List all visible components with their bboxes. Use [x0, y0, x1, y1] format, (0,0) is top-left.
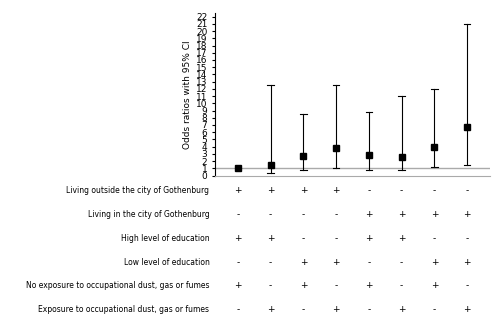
Text: -: -: [269, 258, 272, 267]
Text: +: +: [332, 186, 340, 195]
Text: +: +: [267, 305, 274, 314]
Text: -: -: [334, 234, 338, 243]
Text: +: +: [464, 258, 471, 267]
Text: -: -: [400, 186, 403, 195]
Text: +: +: [430, 210, 438, 219]
Text: +: +: [430, 258, 438, 267]
Text: -: -: [236, 258, 240, 267]
Text: No exposure to occupational dust, gas or fumes: No exposure to occupational dust, gas or…: [26, 281, 210, 291]
Text: -: -: [400, 258, 403, 267]
Text: -: -: [432, 305, 436, 314]
Text: +: +: [300, 281, 307, 291]
Text: +: +: [300, 186, 307, 195]
Text: +: +: [398, 210, 406, 219]
Text: +: +: [234, 186, 241, 195]
Y-axis label: Odds ratios with 95% CI: Odds ratios with 95% CI: [182, 40, 192, 149]
Text: +: +: [464, 210, 471, 219]
Text: Exposure to occupational dust, gas or fumes: Exposure to occupational dust, gas or fu…: [38, 305, 209, 314]
Text: -: -: [334, 281, 338, 291]
Text: -: -: [302, 210, 305, 219]
Text: -: -: [367, 305, 370, 314]
Text: +: +: [332, 258, 340, 267]
Text: -: -: [400, 281, 403, 291]
Text: Low level of education: Low level of education: [124, 258, 210, 267]
Text: -: -: [466, 186, 468, 195]
Text: -: -: [367, 258, 370, 267]
Text: -: -: [236, 305, 240, 314]
Text: -: -: [302, 234, 305, 243]
Text: Living outside the city of Gothenburg: Living outside the city of Gothenburg: [66, 186, 210, 195]
Text: +: +: [398, 234, 406, 243]
Text: -: -: [466, 281, 468, 291]
Text: +: +: [464, 305, 471, 314]
Text: -: -: [302, 305, 305, 314]
Text: +: +: [300, 258, 307, 267]
Text: -: -: [334, 210, 338, 219]
Text: +: +: [365, 281, 372, 291]
Text: +: +: [398, 305, 406, 314]
Text: +: +: [332, 305, 340, 314]
Text: High level of education: High level of education: [121, 234, 210, 243]
Text: +: +: [267, 186, 274, 195]
Text: -: -: [367, 186, 370, 195]
Text: +: +: [234, 281, 241, 291]
Text: +: +: [365, 210, 372, 219]
Text: +: +: [365, 234, 372, 243]
Text: -: -: [269, 210, 272, 219]
Text: +: +: [234, 234, 241, 243]
Text: -: -: [432, 234, 436, 243]
Text: -: -: [236, 210, 240, 219]
Text: +: +: [267, 234, 274, 243]
Text: +: +: [430, 281, 438, 291]
Text: -: -: [269, 281, 272, 291]
Text: -: -: [466, 234, 468, 243]
Text: -: -: [432, 186, 436, 195]
Text: Living in the city of Gothenburg: Living in the city of Gothenburg: [88, 210, 210, 219]
